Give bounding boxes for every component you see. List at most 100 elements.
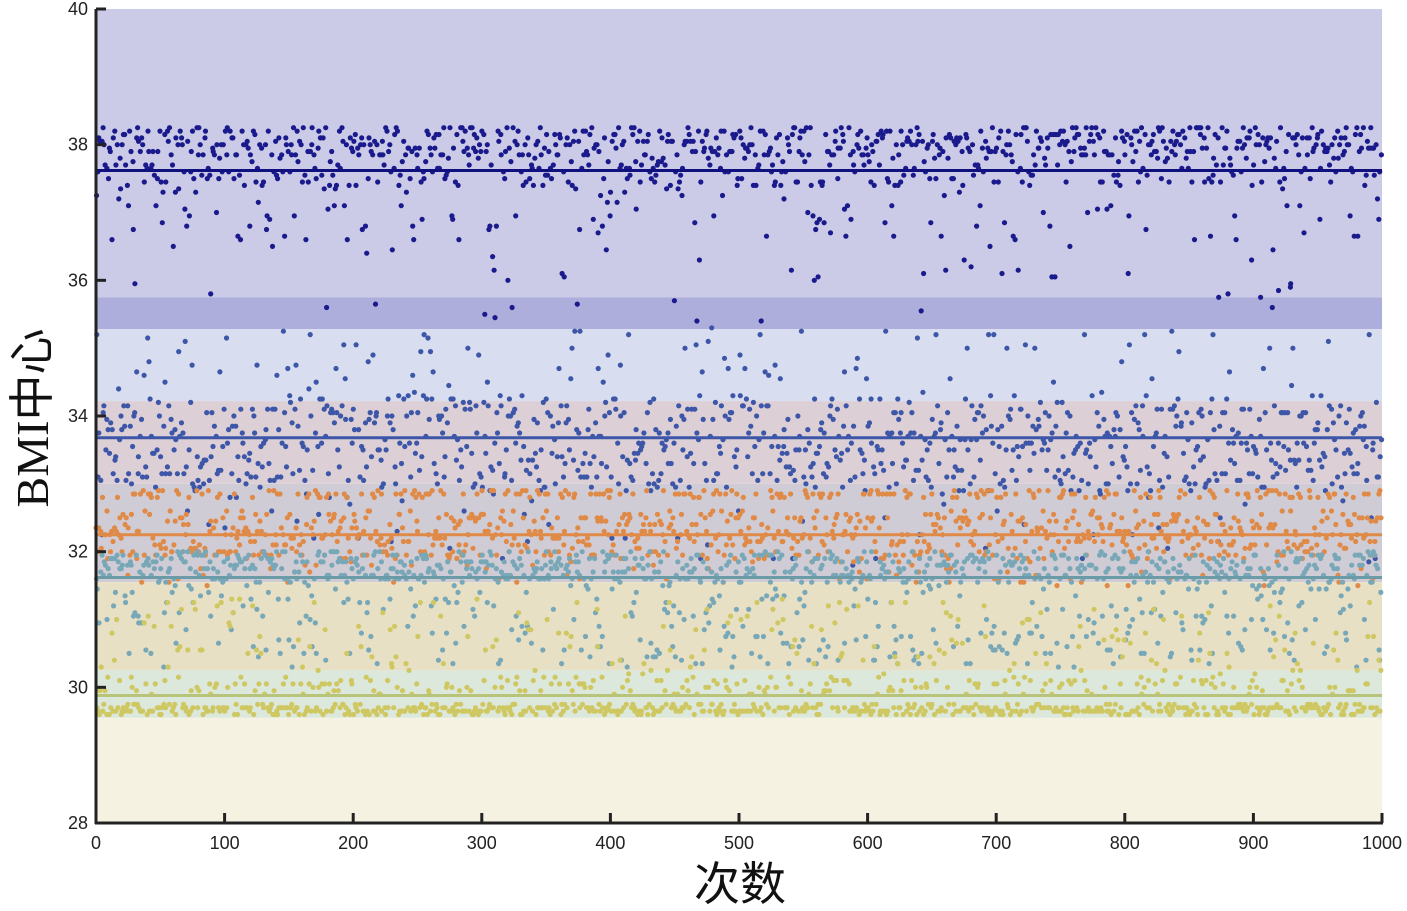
data-point <box>714 711 720 718</box>
data-point <box>253 579 259 585</box>
data-point <box>1019 515 1026 521</box>
data-point <box>406 440 413 446</box>
data-point <box>954 494 960 500</box>
data-point <box>482 569 488 575</box>
data-point <box>1155 511 1161 517</box>
data-point <box>351 427 358 433</box>
data-point <box>1259 179 1265 185</box>
data-point <box>295 637 301 643</box>
data-point <box>1077 623 1083 629</box>
data-point <box>1222 471 1228 477</box>
data-point <box>914 538 921 545</box>
data-point <box>768 674 774 680</box>
data-point <box>327 182 333 188</box>
data-point <box>949 637 955 643</box>
data-point <box>1155 155 1161 161</box>
data-point <box>523 179 529 185</box>
data-point <box>433 528 439 534</box>
data-point <box>991 332 997 338</box>
data-point <box>658 521 665 528</box>
data-point <box>1083 152 1089 158</box>
data-point <box>815 450 821 456</box>
data-point <box>1108 203 1114 209</box>
data-point <box>540 515 546 521</box>
data-point <box>482 311 488 317</box>
data-point <box>709 325 715 331</box>
data-point <box>781 196 787 202</box>
data-point <box>1027 677 1033 684</box>
data-point <box>195 152 201 158</box>
data-point <box>991 179 997 185</box>
data-point <box>893 637 899 643</box>
data-point <box>521 443 527 450</box>
data-point <box>870 515 876 521</box>
data-point <box>719 508 725 514</box>
data-point <box>101 701 107 707</box>
data-point <box>1207 233 1214 239</box>
data-point <box>1208 538 1214 545</box>
data-point <box>169 589 175 596</box>
data-point <box>188 688 194 694</box>
data-point <box>272 562 279 568</box>
data-point <box>1249 182 1255 188</box>
data-point <box>974 223 980 229</box>
data-point <box>114 616 120 623</box>
data-point <box>127 552 133 558</box>
data-point <box>490 488 497 494</box>
data-point <box>1007 142 1013 148</box>
data-point <box>408 559 414 565</box>
data-point <box>528 640 535 646</box>
data-point <box>143 464 149 470</box>
data-point <box>204 410 210 416</box>
data-point <box>1286 131 1292 138</box>
data-point <box>1335 155 1341 161</box>
data-point <box>401 562 407 568</box>
data-point <box>115 705 121 711</box>
data-point <box>1047 705 1053 711</box>
data-point <box>322 627 328 633</box>
data-point <box>676 403 682 409</box>
data-point <box>456 549 462 555</box>
data-point <box>1208 681 1214 687</box>
data-point <box>199 647 205 653</box>
data-point <box>1065 467 1071 473</box>
data-point <box>951 701 957 707</box>
data-point <box>140 488 146 494</box>
data-point <box>356 569 362 575</box>
data-point <box>689 654 695 660</box>
data-point <box>695 128 702 134</box>
data-point <box>953 640 960 646</box>
data-point <box>769 443 775 450</box>
data-point <box>1127 640 1133 646</box>
data-point <box>519 623 525 629</box>
data-point <box>920 389 926 395</box>
data-point <box>1037 545 1043 551</box>
data-point <box>1158 708 1164 714</box>
data-point <box>728 511 734 517</box>
data-point <box>747 538 753 545</box>
data-point <box>368 535 374 541</box>
data-point <box>932 155 938 161</box>
data-point <box>700 416 706 422</box>
data-point <box>342 376 348 382</box>
data-point <box>1073 125 1079 131</box>
data-point <box>543 508 550 514</box>
data-point <box>1107 701 1113 707</box>
data-point <box>306 491 312 497</box>
data-point <box>119 562 125 568</box>
data-point <box>812 396 818 402</box>
data-point <box>480 511 487 517</box>
data-point <box>210 705 216 711</box>
data-point <box>343 559 349 565</box>
data-point <box>393 654 399 660</box>
data-point <box>1334 566 1340 572</box>
data-point <box>885 569 891 575</box>
data-point <box>236 542 243 548</box>
data-point <box>577 226 583 233</box>
data-point <box>491 603 497 609</box>
data-point <box>182 206 188 212</box>
data-point <box>1324 515 1330 521</box>
data-point <box>631 125 637 131</box>
data-point <box>1255 596 1261 602</box>
data-point <box>1214 477 1220 483</box>
